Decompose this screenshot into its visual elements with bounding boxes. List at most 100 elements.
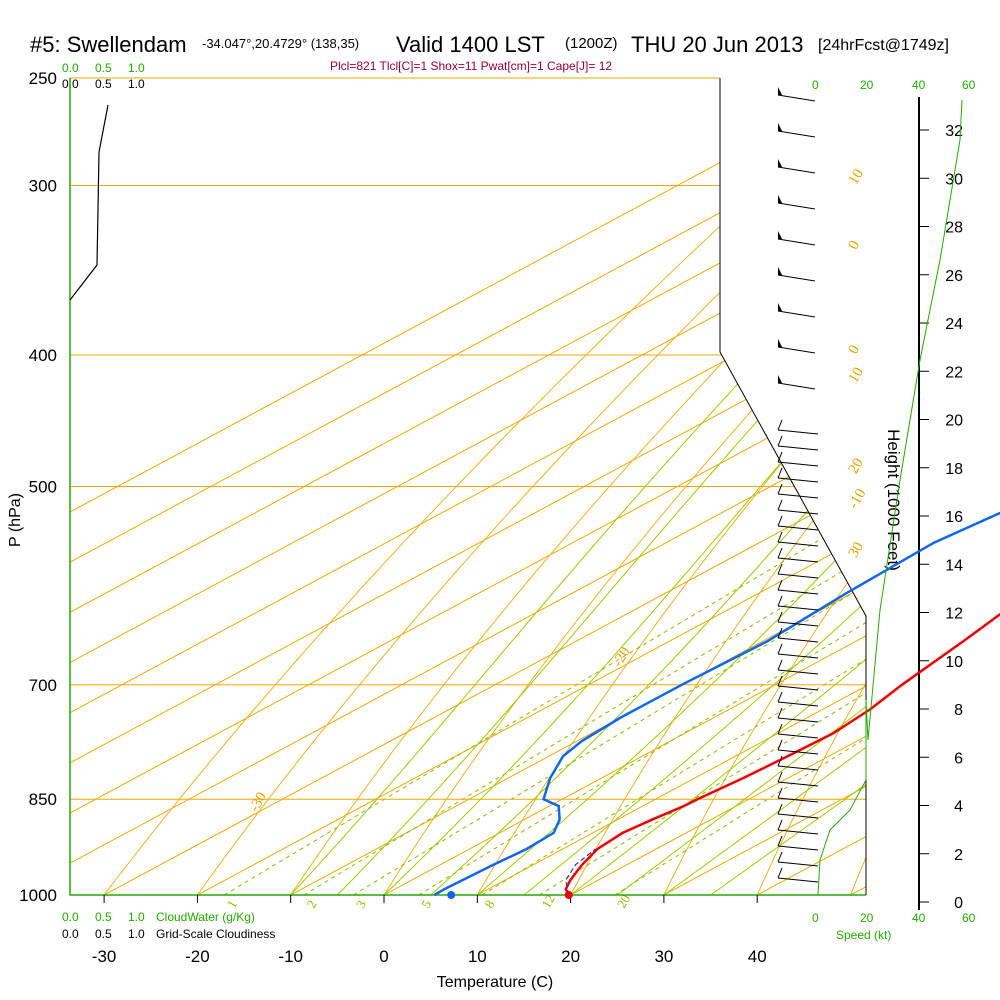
isotherm-label: 0: [846, 342, 864, 356]
isotherm-label: 10: [846, 365, 867, 386]
diagram-background-lines: [70, 54, 1000, 924]
mixing-ratio-line: [223, 354, 866, 895]
wind-barb-feather: [777, 579, 783, 591]
wind-barb-feather: [777, 851, 783, 863]
isotherm-line: [944, 78, 1000, 895]
wind-barb-feather: [777, 819, 783, 831]
speed-top-60: 60: [962, 78, 976, 92]
wind-barb-feather: [777, 451, 783, 463]
isotherm-line: [477, 78, 866, 895]
surface-temperature-dot: [564, 891, 573, 899]
wind-speed-profile: [817, 99, 963, 896]
wind-barb: [777, 525, 819, 531]
mixing-ratio-label: 2: [303, 897, 319, 910]
speed-bottom-0: 0: [812, 911, 819, 925]
isotherm-line: [850, 78, 866, 895]
pressure-tick-label: 300: [29, 176, 57, 195]
plot-left-border: [69, 78, 866, 896]
bottom-black-0: 0.0: [62, 927, 79, 941]
wind-barb: [777, 733, 819, 739]
temperature-tick-label: -10: [278, 947, 303, 966]
wind-barb: [777, 461, 819, 467]
bottom-green-2: 1.0: [128, 910, 145, 924]
wind-barb-flag: [778, 267, 782, 275]
wind-barb-flag: [778, 195, 782, 203]
temperature-tick-label: 10: [468, 947, 487, 966]
height-tick-label: 22: [945, 364, 963, 381]
wind-barb-feather: [777, 867, 783, 879]
isotherm-label: 0: [846, 238, 864, 252]
wind-barb: [777, 166, 816, 174]
height-tick-label: 14: [945, 557, 963, 574]
wind-barb-feather: [777, 515, 783, 527]
wind-barb: [777, 829, 819, 835]
wind-barb: [777, 781, 819, 787]
dry-adiabat-line: [744, 78, 866, 895]
plot-area: 1 2 3 5 8 12 201000850700500400300250100-10-20…: [19, 54, 1000, 966]
wind-barb: [777, 861, 819, 867]
height-tick-label: 32: [945, 123, 963, 140]
wind-barb: [777, 701, 819, 707]
cloudiness-label: Grid-Scale Cloudiness: [156, 927, 275, 941]
wind-barb-feather: [777, 563, 783, 575]
wind-barb-feather: [777, 419, 783, 431]
mixing-ratio-label: 20: [614, 892, 633, 911]
wind-barb: [777, 346, 816, 354]
wind-barb-feather: [777, 499, 783, 511]
wind-barb: [777, 238, 816, 246]
temperature-tick-label: 0: [379, 947, 388, 966]
height-tick-label: 0: [954, 895, 963, 912]
isotherm-line: [197, 78, 866, 895]
pressure-tick-label: 850: [29, 790, 57, 809]
wind-barb: [777, 813, 819, 819]
temperature-tick-label: 20: [561, 947, 580, 966]
speed-top-20: 20: [860, 78, 874, 92]
y-axis-label: P (hPa): [7, 493, 24, 547]
height-tick-label: 24: [945, 316, 963, 333]
temperature-profile: [564, 612, 1000, 896]
valid-zulu: (1200Z): [565, 35, 618, 52]
height-tick-label: 8: [954, 702, 963, 719]
height-axis-label: Height (1000 Feet): [884, 429, 903, 571]
dry-adiabat-line: [460, 78, 866, 895]
wind-barb: [777, 637, 819, 643]
moist-adiabat-line: [570, 78, 866, 895]
wind-barb: [777, 605, 819, 611]
isotherm-label: 30: [846, 540, 867, 561]
dry-adiabat-line: [365, 78, 866, 895]
top-black-2: 1.0: [128, 77, 145, 91]
isotherm-label: -20: [610, 644, 634, 669]
sounding-parameters: Plcl=821 Tlcl[C]=1 Shox=11 Pwat[cm]=1 Ca…: [330, 59, 612, 73]
wind-barb-feather: [777, 435, 783, 447]
wind-barb: [777, 541, 819, 547]
pressure-tick-label: 250: [29, 69, 57, 88]
wind-barb: [777, 445, 819, 451]
pressure-tick-label: 700: [29, 676, 57, 695]
height-tick-label: 6: [954, 750, 963, 767]
x-axis-label: Temperature (C): [437, 974, 553, 991]
bottom-green-0: 0.0: [62, 910, 79, 924]
wind-barb: [777, 669, 819, 675]
bottom-green-1: 0.5: [95, 910, 112, 924]
dry-adiabat-line: [934, 54, 1000, 924]
wind-barb: [777, 477, 819, 483]
wind-barb-flag: [778, 339, 782, 347]
wind-barb: [777, 717, 819, 723]
station-coords: -34.047°,20.4729° (138,35): [202, 36, 359, 51]
valid-date: THU 20 Jun 2013: [631, 32, 803, 57]
wind-barb: [777, 493, 819, 499]
valid-time: Valid 1400 LST: [396, 32, 545, 57]
wind-barb: [777, 845, 819, 851]
wind-barb: [777, 310, 816, 318]
temperature-tick-label: 30: [654, 947, 673, 966]
speed-axis-label: Speed (kt): [836, 928, 891, 942]
isotherm-label: -10: [846, 486, 870, 511]
height-tick-label: 28: [945, 220, 963, 237]
wind-barb: [777, 877, 819, 883]
wind-barb-feather: [777, 627, 783, 639]
isotherm-label: 20: [846, 456, 867, 477]
wind-barb-flag: [778, 303, 782, 311]
pressure-tick-label: 1000: [19, 886, 57, 905]
height-tick-label: 16: [945, 509, 963, 526]
